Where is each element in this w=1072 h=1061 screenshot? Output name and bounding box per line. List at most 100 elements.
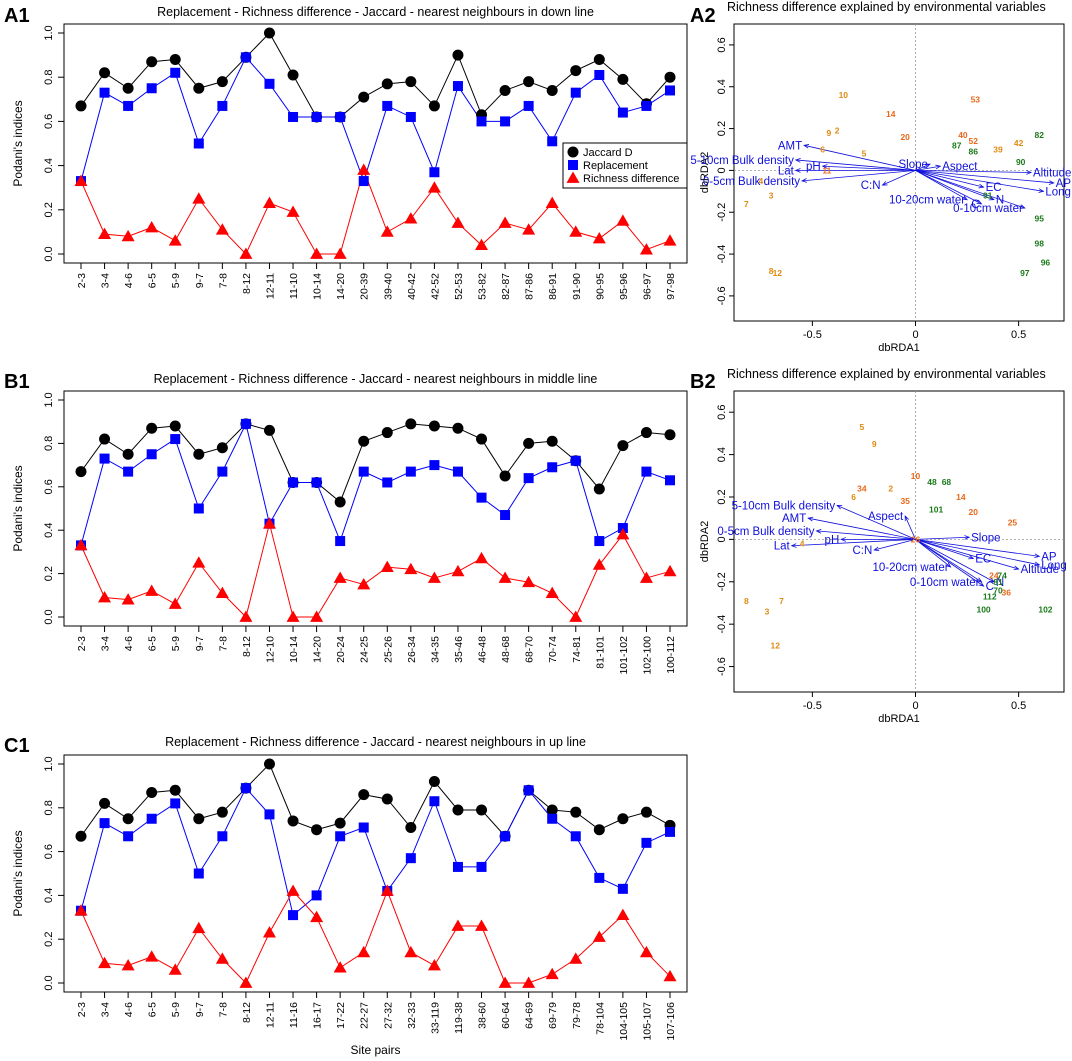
data-point-jaccard [122, 813, 134, 825]
x-tick-label: 95-96 [618, 273, 630, 300]
y-axis-label: Podani's indices [11, 465, 25, 551]
vector-label: C [971, 199, 979, 211]
y-axis-label: Podani's indices [11, 830, 25, 916]
vector-label: C:N [852, 545, 872, 557]
data-point-replacement [547, 462, 558, 473]
data-point-replacement [500, 831, 511, 842]
x-tick-label: 12-10 [264, 636, 276, 663]
site-point-label: 20 [900, 132, 910, 142]
data-point-jaccard [523, 437, 535, 449]
site-point-label: 4 [800, 539, 805, 549]
site-point-label: 39 [993, 144, 1003, 154]
data-point-jaccard [216, 76, 228, 88]
data-point-replacement [594, 69, 605, 80]
data-point-jaccard [216, 806, 228, 818]
panel-a2: A2 Richness difference explained by envir… [690, 0, 1071, 354]
data-point-replacement [641, 837, 652, 848]
site-point-label: 26 [911, 534, 921, 544]
series-line-jaccard [80, 32, 671, 118]
data-point-replacement [193, 503, 204, 514]
data-point-richness [215, 952, 229, 964]
site-point-label: 10 [911, 471, 921, 481]
data-point-richness [427, 181, 441, 193]
y-tick-label: 0.8 [43, 800, 55, 815]
y-tick-label: 0.2 [716, 489, 728, 504]
data-point-replacement [146, 83, 157, 94]
site-point-label: 5 [862, 149, 867, 159]
vector-arrow [791, 538, 916, 547]
data-point-replacement [358, 176, 369, 187]
data-point-replacement [99, 818, 110, 829]
x-tick-label: 104-105 [618, 1002, 630, 1041]
x-tick-label: 90-95 [594, 273, 606, 300]
x-tick-label: 11-16 [288, 1002, 300, 1028]
data-point-replacement [288, 111, 299, 122]
data-point-richness [427, 958, 441, 971]
data-point-richness [310, 247, 324, 259]
data-point-jaccard [122, 82, 134, 94]
site-point-label: 25 [1008, 517, 1018, 527]
x-tick-label: 3-4 [100, 273, 112, 288]
site-point-label: 53 [971, 94, 981, 104]
site-point-label: 98 [1035, 239, 1045, 249]
data-point-richness [98, 227, 112, 239]
site-point-label: 2 [835, 126, 840, 136]
x-tick-label: 74-81 [571, 636, 583, 663]
data-point-jaccard [169, 54, 181, 66]
data-point-richness [663, 234, 677, 246]
vector-arrow [816, 530, 916, 540]
data-point-jaccard [452, 804, 464, 816]
series-line-jaccard [80, 763, 671, 838]
y-tick-label: 0.6 [43, 114, 55, 129]
y-tick-label: -0.4 [716, 615, 728, 634]
vector-label: 0-5cm Bulk density [717, 526, 814, 538]
data-point-richness [357, 577, 371, 590]
data-point-replacement [170, 67, 181, 78]
x-tick-label: 100-112 [665, 636, 677, 674]
x-tick-label: 8-12 [241, 273, 253, 294]
legend-marker [566, 171, 580, 183]
data-point-richness [498, 216, 512, 228]
vector-label: Long [1041, 560, 1067, 572]
data-point-richness [192, 921, 206, 934]
x-tick-label: 97-98 [665, 273, 677, 300]
x-tick-label: 8-12 [241, 636, 253, 657]
data-point-richness [592, 930, 606, 942]
data-point-richness [616, 214, 630, 226]
data-point-richness [592, 232, 606, 244]
vector-arrowhead [821, 164, 828, 169]
site-point-label: 101 [929, 505, 943, 515]
panel-b2: B2 Richness difference explained by envir… [690, 367, 1067, 725]
x-tick-label: 86-91 [547, 273, 559, 300]
panel-b1: B1 Replacement - Richness difference - Ja… [4, 371, 688, 675]
site-point-label: 100 [976, 604, 990, 614]
site-point-label: 8 [744, 596, 749, 606]
data-point-replacement [617, 107, 628, 118]
data-point-replacement [405, 466, 416, 477]
x-tick-label: 24-25 [359, 636, 371, 663]
vector-label: 5-10cm Bulk density [690, 155, 794, 167]
data-point-jaccard [664, 71, 676, 83]
vector-arrow [915, 538, 1040, 566]
x-tick-label: 33-119 [429, 1002, 441, 1034]
vector-label: EC [986, 182, 1002, 194]
x-tick-label: 0.5 [1011, 700, 1026, 712]
data-point-jaccard [428, 776, 440, 788]
data-point-jaccard [499, 470, 511, 482]
y-tick-label: 0 [716, 536, 728, 542]
vector-arrowhead [935, 164, 942, 170]
data-point-richness [380, 560, 394, 572]
data-point-jaccard [122, 448, 134, 460]
data-point-replacement [217, 100, 228, 111]
data-point-richness [74, 538, 88, 551]
data-point-richness [498, 976, 512, 988]
data-point-jaccard [146, 422, 158, 434]
data-point-richness [310, 910, 324, 923]
data-point-replacement [523, 100, 534, 111]
data-point-richness [262, 517, 276, 529]
data-point-richness [522, 223, 536, 235]
vector-arrowhead [790, 543, 797, 548]
x-tick-label: 2-3 [76, 1002, 88, 1017]
vector-arrowhead [924, 163, 931, 169]
data-point-replacement [123, 100, 134, 111]
